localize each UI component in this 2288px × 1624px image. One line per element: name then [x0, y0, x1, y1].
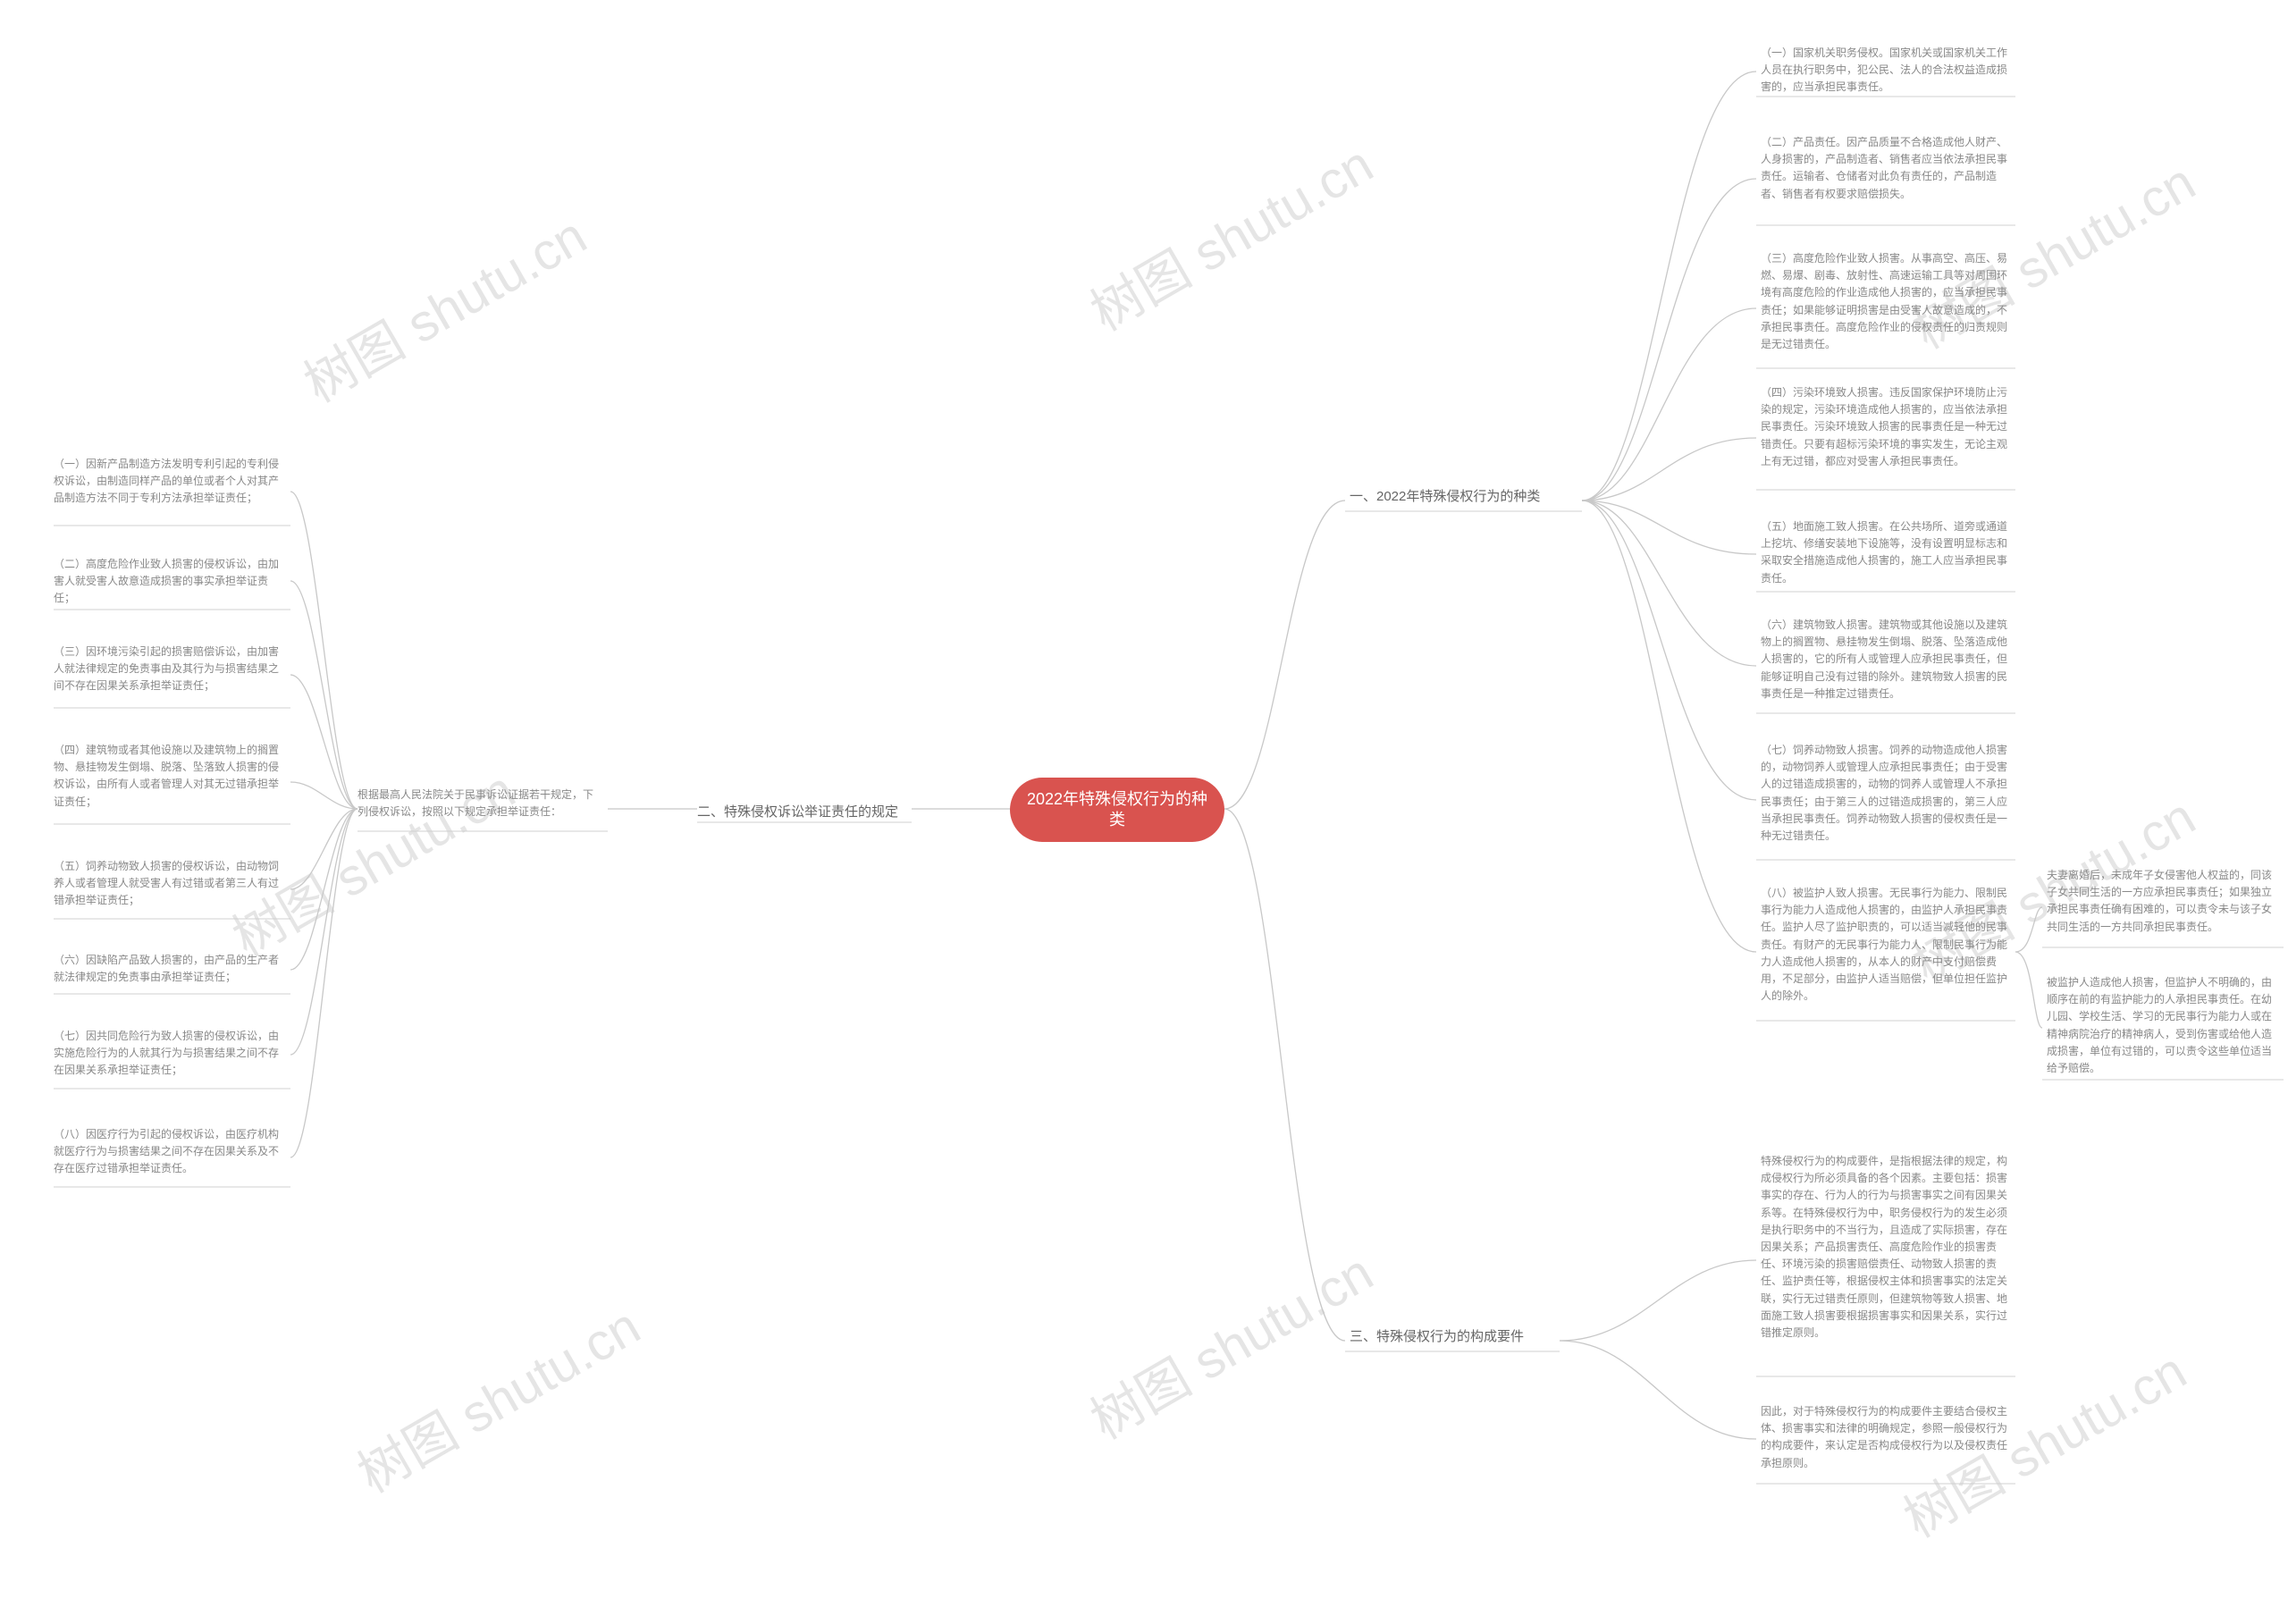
leaf-b2-1: （一）因新产品制造方法发明专利引起的专利侵权诉讼，由制造同样产品的单位或者个人对… [54, 456, 286, 508]
branch-types[interactable]: 一、2022年特殊侵权行为的种类 [1350, 487, 1540, 508]
branch-elements[interactable]: 三、特殊侵权行为的构成要件 [1350, 1327, 1524, 1348]
leaf-b1-8b: 被监护人造成他人损害，但监护人不明确的，由顺序在前的有监护能力的人承担民事责任。… [2047, 974, 2279, 1077]
leaf-b1-5: （五）地面施工致人损害。在公共场所、道旁或通道上挖坑、修缮安装地下设施等，没有设… [1761, 518, 2011, 587]
b2-intermediate: 根据最高人民法院关于民事诉讼证据若干规定，下列侵权诉讼，按照以下规定承担举证责任… [358, 787, 599, 820]
leaf-b2-6: （六）因缺陷产品致人损害的，由产品的生产者就法律规定的免责事由承担举证责任； [54, 952, 286, 986]
watermark: 树图 shutu.cn [1075, 123, 1384, 345]
leaf-b3-1: 特殊侵权行为的构成要件，是指根据法律的规定，构成侵权行为所必须具备的各个因素。主… [1761, 1153, 2011, 1342]
leaf-b1-4: （四）污染环境致人损害。违反国家保护环境防止污染的规定，污染环境造成他人损害的，… [1761, 384, 2011, 470]
leaf-b2-8: （八）因医疗行为引起的侵权诉讼，由医疗机构就医疗行为与损害结果之间不存在因果关系… [54, 1126, 286, 1178]
leaf-b2-5: （五）饲养动物致人损害的侵权诉讼，由动物饲养人或者管理人就受害人有过错或者第三人… [54, 858, 286, 910]
mindmap-canvas: 树图 shutu.cn 树图 shutu.cn 树图 shutu.cn 树图 s… [0, 0, 2288, 1624]
leaf-b2-4: （四）建筑物或者其他设施以及建筑物上的搁置物、悬挂物发生倒塌、脱落、坠落致人损害… [54, 742, 286, 811]
leaf-b1-3: （三）高度危险作业致人损害。从事高空、高压、易燃、易爆、剧毒、放射性、高速运输工… [1761, 250, 2011, 353]
leaf-b1-1: （一）国家机关职务侵权。国家机关或国家机关工作人员在执行职务中，犯公民、法人的合… [1761, 45, 2011, 97]
leaf-b1-8: （八）被监护人致人损害。无民事行为能力、限制民事行为能力人造成他人损害的，由监护… [1761, 885, 2011, 1005]
branch-evidence[interactable]: 二、特殊侵权诉讼举证责任的规定 [697, 803, 912, 823]
leaf-b2-7: （七）因共同危险行为致人损害的侵权诉讼，由实施危险行为的人就其行为与损害结果之间… [54, 1028, 286, 1080]
watermark: 树图 shutu.cn [1075, 1232, 1384, 1453]
leaf-b2-2: （二）高度危险作业致人损害的侵权诉讼，由加害人就受害人故意造成损害的事实承担举证… [54, 556, 286, 608]
leaf-b3-2: 因此，对于特殊侵权行为的构成要件主要结合侵权主体、损害事实和法律的明确规定，参照… [1761, 1403, 2011, 1472]
leaf-b1-7: （七）饲养动物致人损害。饲养的动物造成他人损害的，动物饲养人或管理人应承担民事责… [1761, 742, 2011, 845]
root-node[interactable]: 2022年特殊侵权行为的种类 [1010, 778, 1224, 842]
leaf-b1-2: （二）产品责任。因产品质量不合格造成他人财产、人身损害的，产品制造者、销售者应当… [1761, 134, 2011, 203]
watermark: 树图 shutu.cn [289, 195, 598, 417]
leaf-b1-6: （六）建筑物致人损害。建筑物或其他设施以及建筑物上的搁置物、悬挂物发生倒塌、脱落… [1761, 617, 2011, 703]
watermark: 树图 shutu.cn [342, 1285, 652, 1507]
leaf-b1-8a: 夫妻离婚后，未成年子女侵害他人权益的，同该子女共同生活的一方应承担民事责任；如果… [2047, 867, 2279, 936]
leaf-b2-3: （三）因环境污染引起的损害赔偿诉讼，由加害人就法律规定的免责事由及其行为与损害结… [54, 644, 286, 695]
